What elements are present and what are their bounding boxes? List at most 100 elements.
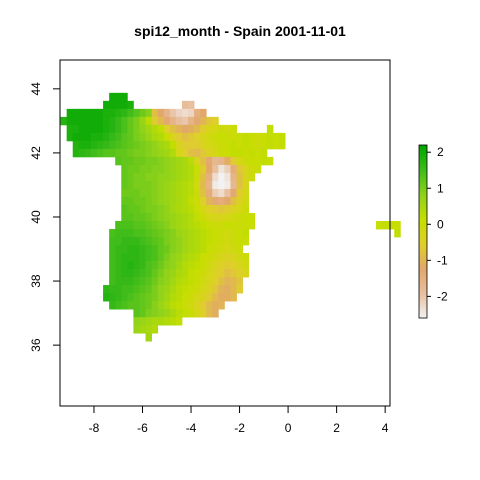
- raster-cell: [188, 148, 195, 158]
- raster-cell: [103, 140, 110, 150]
- raster-cell: [242, 261, 250, 270]
- x-tick-label: 4: [382, 421, 389, 435]
- raster-cell: [145, 317, 152, 326]
- raster-cell: [236, 204, 243, 214]
- raster-cell: [72, 116, 80, 126]
- legend-color-segment: [419, 225, 427, 230]
- raster-cell: [145, 156, 152, 166]
- raster-cell: [224, 172, 231, 182]
- raster-cell: [206, 148, 213, 158]
- raster-cell: [121, 229, 128, 238]
- raster-cell: [236, 188, 243, 198]
- legend-color-segment: [419, 202, 427, 207]
- raster-cell: [212, 180, 219, 190]
- raster-cell: [151, 285, 159, 294]
- raster-cell: [224, 124, 231, 134]
- raster-cell: [175, 317, 183, 326]
- raster-cell: [200, 124, 207, 134]
- raster-cell: [181, 172, 189, 182]
- raster-cell: [212, 309, 219, 318]
- raster-cell: [242, 148, 250, 158]
- legend-tick-label: 1: [437, 181, 444, 195]
- raster-cell: [109, 132, 116, 142]
- raster-cell: [194, 212, 201, 222]
- raster-cell: [169, 180, 177, 190]
- raster-cell: [236, 253, 243, 262]
- raster-cell: [188, 108, 195, 118]
- legend-color-segment: [419, 263, 427, 267]
- raster-cell: [200, 269, 207, 278]
- raster-cell: [103, 285, 110, 294]
- raster-cells: [60, 92, 425, 342]
- legend-color-segment: [419, 214, 427, 218]
- raster-cell: [151, 132, 159, 142]
- raster-cell: [109, 92, 116, 102]
- raster-cell: [224, 212, 231, 222]
- raster-cell: [133, 277, 140, 286]
- raster-cell: [230, 196, 237, 206]
- raster-cell: [145, 188, 152, 198]
- legend-tick-label: 2: [437, 145, 444, 159]
- raster-cell: [139, 132, 146, 142]
- raster-cell: [230, 269, 237, 278]
- raster-cell: [266, 124, 274, 134]
- raster-cell: [157, 269, 165, 278]
- raster-cell: [212, 245, 219, 254]
- map-title: spi12_month - Spain 2001-11-01: [134, 23, 346, 39]
- raster-cell: [248, 212, 256, 222]
- raster-cell: [169, 245, 177, 254]
- raster-cell: [157, 309, 165, 318]
- raster-cell: [169, 164, 177, 174]
- raster-cell: [242, 229, 250, 238]
- raster-cell: [133, 253, 140, 262]
- raster-cell: [163, 317, 171, 326]
- legend-color-segment: [419, 222, 427, 227]
- raster-cell: [188, 301, 195, 310]
- x-tick-label: -6: [137, 421, 148, 435]
- raster-cell: [163, 164, 171, 174]
- raster-cell: [151, 269, 159, 278]
- raster-cell: [206, 220, 213, 230]
- raster-cell: [212, 220, 219, 230]
- raster-cell: [230, 148, 237, 158]
- raster-cell: [127, 196, 134, 206]
- raster-cell: [139, 309, 146, 318]
- raster-cell: [90, 108, 98, 118]
- raster-cell: [212, 237, 219, 246]
- raster-cell: [194, 269, 201, 278]
- raster-cell: [121, 261, 128, 270]
- raster-cell: [230, 261, 237, 270]
- raster-cell: [121, 220, 128, 230]
- raster-cell: [218, 212, 225, 222]
- raster-cell: [84, 124, 92, 134]
- legend-color-segment: [419, 283, 427, 287]
- raster-cell: [127, 172, 134, 182]
- raster-cell: [200, 261, 207, 270]
- raster-cell: [194, 253, 201, 262]
- raster-cell: [181, 253, 189, 262]
- raster-cell: [127, 124, 134, 134]
- legend-color-segment: [419, 245, 427, 250]
- raster-cell: [115, 148, 122, 158]
- raster-cell: [200, 301, 207, 310]
- raster-cell: [181, 124, 189, 134]
- raster-cell: [230, 293, 237, 302]
- legend-color-segment: [419, 228, 427, 232]
- raster-cell: [181, 277, 189, 286]
- raster-cell: [133, 172, 140, 182]
- raster-cell: [206, 196, 213, 206]
- raster-cell: [133, 212, 140, 222]
- raster-cell: [139, 245, 146, 254]
- raster-cell: [109, 253, 116, 262]
- legend-color-segment: [419, 315, 427, 319]
- raster-cell: [200, 148, 207, 158]
- raster-cell: [151, 212, 159, 222]
- raster-cell: [230, 212, 237, 222]
- raster-cell: [382, 220, 389, 230]
- raster-cell: [151, 172, 159, 182]
- raster-cell: [181, 164, 189, 174]
- raster-cell: [169, 212, 177, 222]
- raster-cell: [224, 196, 231, 206]
- raster-cell: [145, 204, 152, 214]
- legend-color-segment: [419, 254, 427, 258]
